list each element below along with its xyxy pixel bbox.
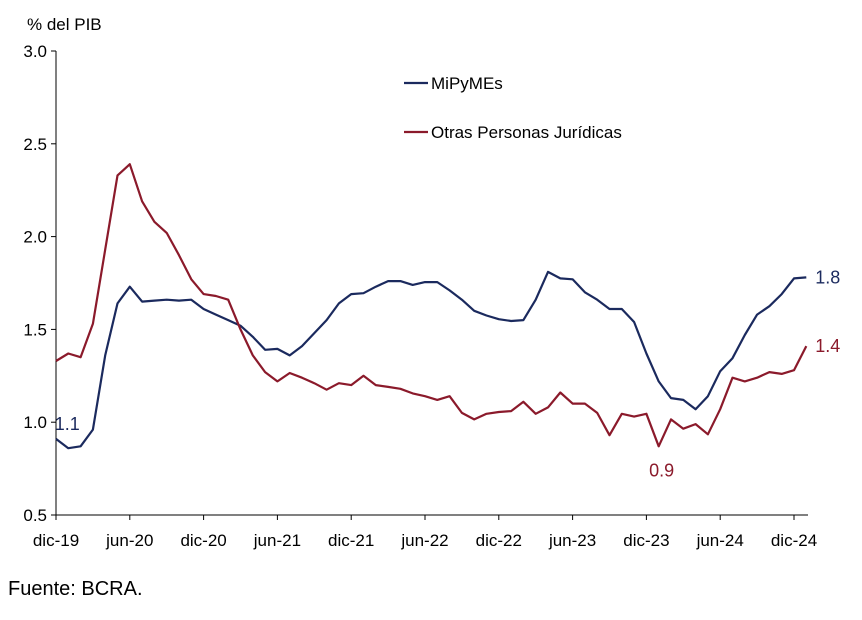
series-line-otras-personas-juridicas xyxy=(55,163,808,448)
x-tick-label: jun-23 xyxy=(548,531,596,550)
legend: MiPyMEs Otras Personas Jurídicas xyxy=(404,74,622,142)
y-axis-unit: % del PIB xyxy=(27,15,102,34)
y-tick-label: 2.0 xyxy=(23,228,47,247)
x-tick-label: jun-24 xyxy=(696,531,744,550)
data-label-min: 0.9 xyxy=(649,460,674,480)
data-label-end: 1.8 xyxy=(815,267,840,287)
x-tick-label: dic-22 xyxy=(476,531,522,550)
series-line-mipymes xyxy=(55,270,807,450)
y-tick-label: 0.5 xyxy=(23,506,47,525)
x-tick-label: dic-21 xyxy=(328,531,374,550)
x-tick-label: dic-23 xyxy=(623,531,669,550)
y-tick-label: 1.0 xyxy=(23,413,47,432)
y-tick-label: 3.0 xyxy=(23,42,47,61)
line-chart: 0.5 1.0 1.5 2.0 2.5 3.0 dic-19 jun-20 dic-20 jun-… xyxy=(23,15,841,550)
data-label-end: 1.4 xyxy=(815,336,840,356)
legend-label: MiPyMEs xyxy=(431,74,503,93)
x-tick-label: dic-24 xyxy=(771,531,817,550)
x-tick-label: dic-20 xyxy=(180,531,226,550)
series-lines xyxy=(55,163,808,450)
x-tick-label: jun-22 xyxy=(400,531,448,550)
data-labels: 1.1 0.9 1.8 1.4 xyxy=(55,267,841,480)
axes xyxy=(51,50,808,520)
y-tick-label: 2.5 xyxy=(23,135,47,154)
source-note: Fuente: BCRA. xyxy=(8,578,143,600)
data-label-min: 1.1 xyxy=(55,414,80,434)
x-tick-label: jun-20 xyxy=(105,531,153,550)
tick-labels: 0.5 1.0 1.5 2.0 2.5 3.0 dic-19 jun-20 dic-20 jun-… xyxy=(23,42,817,550)
x-tick-label: jun-21 xyxy=(253,531,301,550)
y-tick-label: 1.5 xyxy=(23,320,47,339)
x-tick-label: dic-19 xyxy=(33,531,79,550)
legend-label: Otras Personas Jurídicas xyxy=(431,123,622,142)
